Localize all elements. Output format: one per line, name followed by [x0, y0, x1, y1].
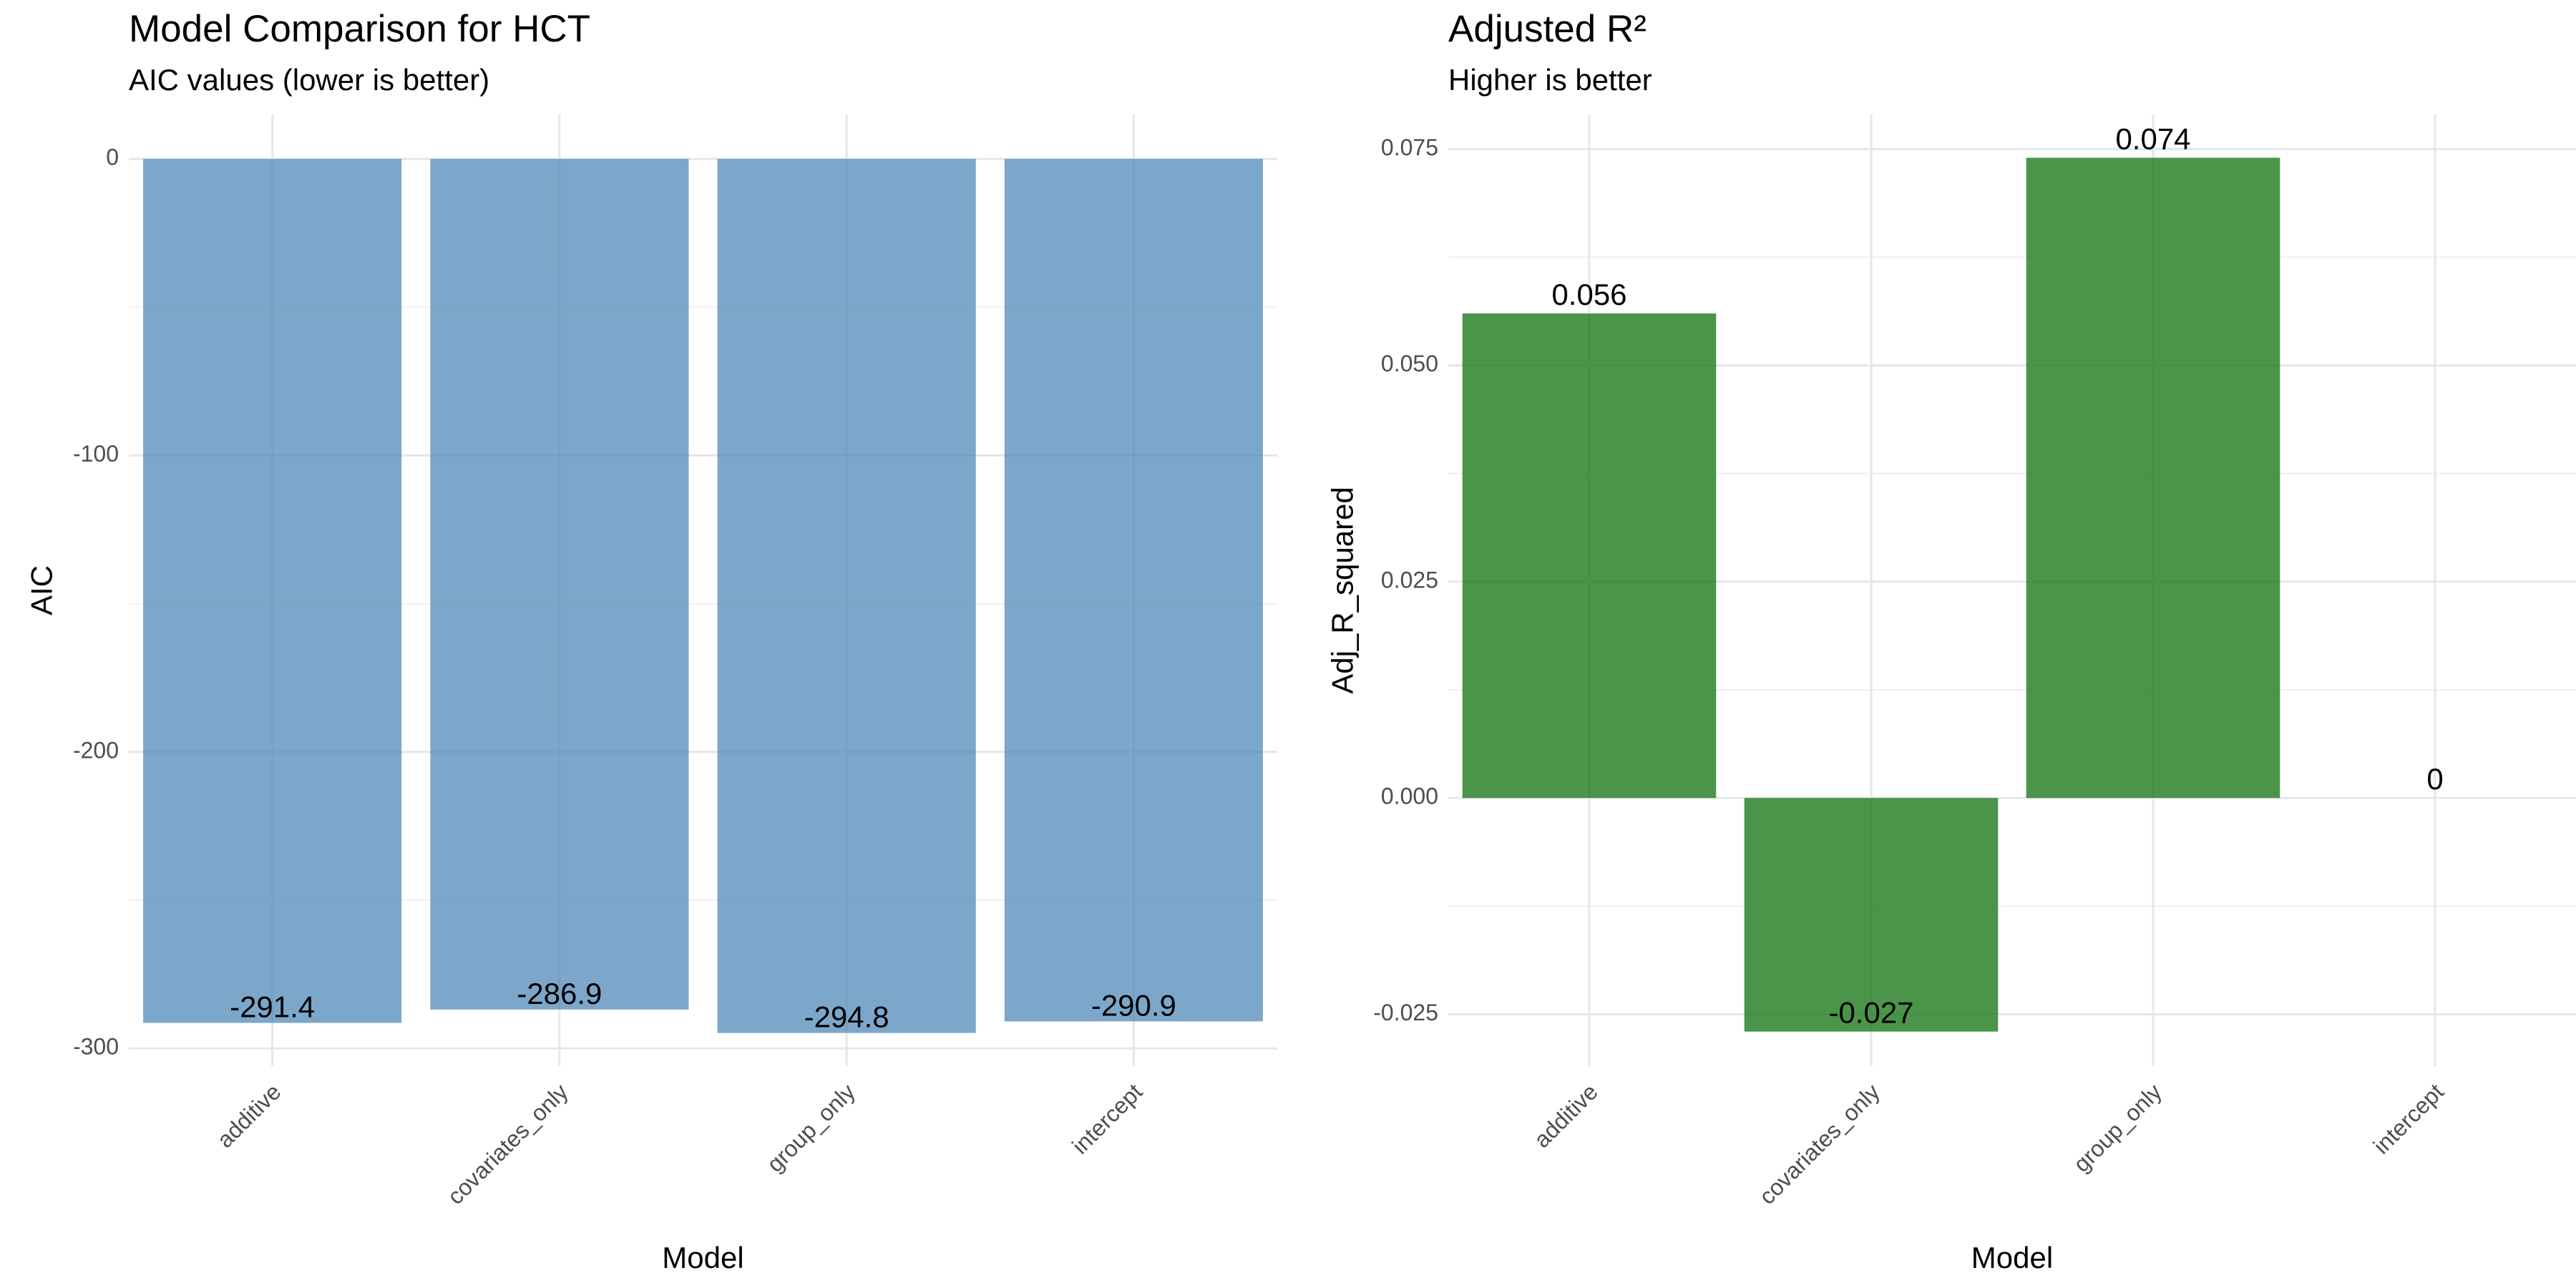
bar-additive [143, 159, 402, 1023]
y-tick-label: 0.075 [1381, 135, 1438, 160]
x-tick-label-group_only: group_only [762, 1078, 860, 1176]
x-tick-label-additive: additive [1529, 1078, 1603, 1152]
y-tick-label: 0.050 [1381, 351, 1438, 376]
y-tick-label: 0 [106, 145, 119, 170]
y-axis-title: Adj_R_squared [1325, 487, 1359, 694]
y-tick-label: -100 [73, 441, 119, 467]
x-tick-label-covariates_only: covariates_only [1754, 1078, 1885, 1209]
x-axis-title: Model [1971, 1241, 2053, 1274]
adj-r2-chart-title: Adjusted R² [1448, 8, 1646, 50]
x-tick-label-intercept: intercept [1067, 1078, 1147, 1158]
x-tick-label-intercept: intercept [2368, 1078, 2449, 1158]
data-label-intercept: -290.9 [1091, 988, 1176, 1022]
data-label-additive: 0.056 [1551, 278, 1626, 311]
x-tick-label-covariates_only: covariates_only [442, 1078, 573, 1209]
y-axis-title: AIC [24, 565, 58, 615]
y-tick-label: -0.025 [1373, 1000, 1438, 1025]
y-tick-label: 0.025 [1381, 567, 1438, 592]
aic-chart-panel: Model Comparison for HCT AIC values (low… [24, 8, 1277, 1274]
bar-covariates_only [1744, 798, 1999, 1032]
data-label-covariates_only: -286.9 [517, 977, 602, 1010]
x-axis-title: Model [662, 1241, 743, 1274]
bar-additive [1462, 313, 1717, 799]
adj-r2-bar-chart: 0.075 0.050 0.025 0.000 -0.025 0.056 -0.027 0.0… [1325, 114, 2576, 1274]
data-label-group_only: -294.8 [804, 1000, 889, 1034]
bar-group_only [2026, 157, 2280, 799]
bar-intercept [1004, 159, 1263, 1022]
adj-r2-chart-subtitle: Higher is better [1448, 63, 1652, 97]
data-label-group_only: 0.074 [2115, 122, 2190, 155]
data-label-additive: -291.4 [230, 990, 315, 1024]
bar-covariates_only [430, 159, 689, 1010]
aic-chart-subtitle: AIC values (lower is better) [129, 63, 490, 97]
y-tick-label: -300 [73, 1034, 119, 1060]
x-tick-label-additive: additive [212, 1078, 286, 1152]
aic-chart-title: Model Comparison for HCT [129, 8, 591, 50]
y-tick-label: 0.000 [1381, 784, 1438, 809]
adj-r2-chart-panel: Adjusted R² Higher is better 0.075 0.050 0… [1309, 0, 2576, 1288]
aic-bar-chart: 0 -100 -200 -300 -291.4 -286.9 -294.8 -290.9 add… [24, 114, 1277, 1274]
bar-group_only [717, 159, 976, 1033]
y-tick-label: -200 [73, 737, 119, 763]
data-label-covariates_only: -0.027 [1828, 996, 1913, 1030]
data-label-intercept: 0 [2426, 762, 2443, 796]
x-tick-label-group_only: group_only [2069, 1078, 2167, 1176]
